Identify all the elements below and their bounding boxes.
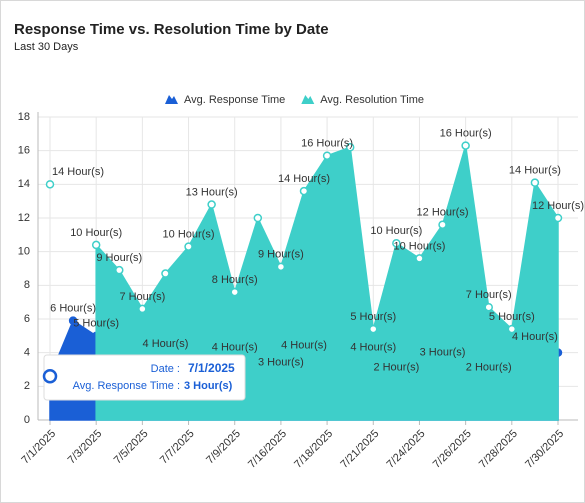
chart-subtitle: Last 30 Days: [14, 41, 79, 53]
tooltip-date-label: Date :: [151, 363, 180, 375]
tooltip-date: 7/1/2025: [188, 361, 235, 375]
data-label: 14 Hour(s): [278, 173, 330, 185]
tooltip: Date : 7/1/2025 Avg. Response Time : 3 H…: [42, 354, 246, 401]
point: [530, 178, 540, 187]
point: [345, 143, 355, 152]
data-label: 10 Hour(s): [163, 229, 215, 241]
point: [322, 151, 332, 160]
data-label: 8 Hour(s): [212, 274, 258, 286]
data-label: 6 Hour(s): [50, 303, 96, 315]
data-label: 9 Hour(s): [258, 249, 304, 261]
point: [553, 213, 563, 223]
point: [392, 239, 401, 248]
point: [484, 302, 493, 312]
y-tick-label: 0: [24, 414, 30, 426]
tooltip-marker: [42, 368, 58, 384]
point: [184, 242, 193, 251]
data-label: 4 Hour(s): [350, 341, 396, 353]
legend-label: Avg. Resolution Time: [320, 94, 424, 106]
point: [276, 262, 286, 272]
y-tick-label: 4: [24, 347, 30, 359]
data-label: 4 Hour(s): [212, 341, 258, 353]
data-label: 2 Hour(s): [373, 362, 419, 374]
data-label: 7 Hour(s): [119, 291, 165, 303]
point: [299, 186, 309, 196]
data-label: 3 Hour(s): [258, 356, 304, 368]
data-label: 14 Hour(s): [52, 166, 104, 178]
point: [230, 287, 239, 297]
point: [161, 269, 170, 278]
point: [207, 200, 216, 209]
labels: 36 Hour(s)5 Hour(s)4 Hour(s)4 Hour(s)3 H…: [47, 128, 584, 374]
point: [438, 220, 447, 229]
tooltip-value: 3 Hour(s): [184, 380, 233, 392]
data-label: 2 Hour(s): [466, 362, 512, 374]
legend: Avg. Response Time Avg. Resolution Time: [165, 94, 424, 106]
chart-title: Response Time vs. Resolution Time by Dat…: [14, 21, 329, 38]
point: [45, 180, 55, 189]
data-label: 16 Hour(s): [301, 138, 353, 150]
legend-icon: [301, 95, 315, 104]
data-label: 5 Hour(s): [489, 311, 535, 323]
legend-icon: [165, 95, 178, 104]
data-label: 16 Hour(s): [440, 128, 492, 140]
data-label: 4 Hour(s): [281, 340, 327, 352]
tooltip-series-label: Avg. Response Time :: [73, 380, 180, 392]
area: [95, 145, 559, 421]
y-tick-label: 12: [18, 212, 30, 224]
y-tick-label: 18: [18, 111, 30, 123]
point: [507, 324, 517, 334]
legend-label: Avg. Response Time: [184, 94, 285, 106]
y-tick-label: 14: [18, 178, 30, 190]
data-label: 9 Hour(s): [96, 252, 142, 264]
data-label: 12 Hour(s): [532, 200, 584, 212]
y-tick-label: 8: [24, 279, 30, 291]
data-label: 5 Hour(s): [350, 311, 396, 323]
point: [138, 304, 147, 314]
point: [369, 324, 378, 334]
point: [68, 316, 78, 325]
point: [415, 254, 424, 263]
point: [115, 265, 124, 275]
y-tick-label: 6: [24, 313, 30, 325]
data-label: 7 Hour(s): [466, 289, 512, 301]
data-label: 10 Hour(s): [393, 240, 445, 252]
point: [461, 141, 470, 150]
point: [91, 240, 101, 250]
y-tick-label: 2: [24, 380, 30, 392]
data-label: 4 Hour(s): [512, 331, 558, 343]
y-tick-label: 10: [18, 246, 30, 258]
data-label: 10 Hour(s): [370, 225, 422, 237]
data-label: 14 Hour(s): [509, 165, 561, 177]
data-label: 10 Hour(s): [70, 227, 122, 239]
data-label: 13 Hour(s): [186, 186, 238, 198]
data-label: 12 Hour(s): [417, 207, 469, 219]
data-label: 3 Hour(s): [420, 346, 466, 358]
point: [253, 213, 263, 223]
data-label: 4 Hour(s): [143, 338, 189, 350]
data-label: 5 Hour(s): [73, 318, 119, 330]
y-tick-label: 16: [18, 145, 30, 157]
